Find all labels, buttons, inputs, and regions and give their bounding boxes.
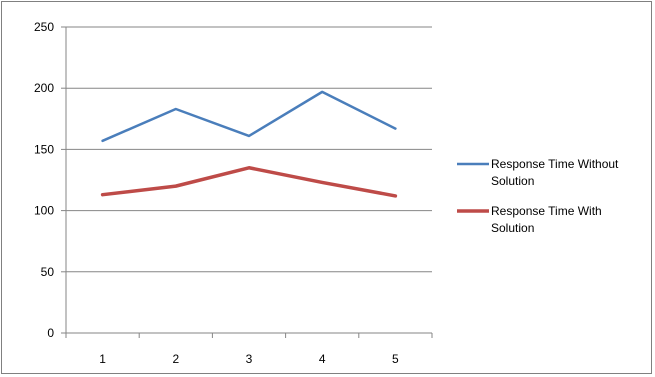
legend-label-line: Solution xyxy=(491,174,534,188)
legend-label-2: Response Time With Solution xyxy=(491,204,602,235)
legend-label-line: Response Time With xyxy=(491,204,602,218)
legend-label-line: Solution xyxy=(491,221,534,235)
y-tick-label: 0 xyxy=(47,326,54,340)
x-tick-label: 5 xyxy=(392,352,399,366)
x-tick-labels: 1 2 3 4 5 xyxy=(99,352,399,366)
y-tick-label: 150 xyxy=(34,142,54,156)
x-tick-label: 1 xyxy=(99,352,106,366)
legend-label-line: Response Time Without xyxy=(491,157,619,171)
y-tick-labels: 0 50 100 150 200 250 xyxy=(34,20,54,340)
y-tick-label: 200 xyxy=(34,81,54,95)
series-line-1 xyxy=(101,90,397,143)
axes xyxy=(61,26,433,338)
series-line-2 xyxy=(100,166,398,198)
x-tick-label: 4 xyxy=(319,352,326,366)
x-tick-label: 3 xyxy=(246,352,253,366)
y-tick-label: 50 xyxy=(41,265,55,279)
legend-label-1: Response Time Without Solution xyxy=(491,157,619,188)
gridlines xyxy=(66,26,432,273)
x-tick-label: 2 xyxy=(172,352,179,366)
y-tick-label: 100 xyxy=(34,204,54,218)
y-tick-label: 250 xyxy=(34,20,54,34)
series-lines xyxy=(100,90,398,198)
